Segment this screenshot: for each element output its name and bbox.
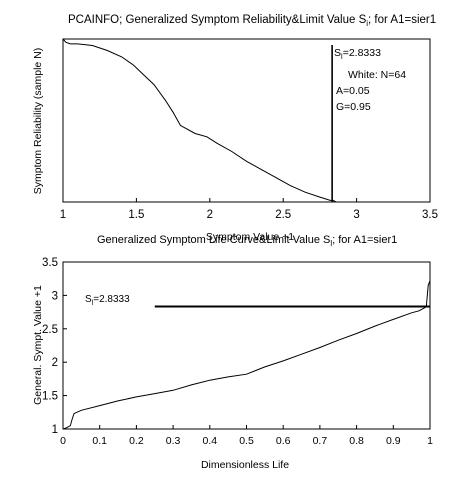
chart-bottom-y-tick-label: 2: [52, 357, 58, 369]
chart-top-x-tick-label: 1.5: [128, 209, 144, 221]
chart-top-annotation-white: White: N=64: [348, 69, 406, 81]
chart-bottom-annotation-sl-tail: =2.8333: [93, 294, 130, 305]
chart-bottom-y-tick-label: 1: [52, 424, 58, 436]
chart-bottom-x-tick-label: 0.9: [386, 435, 401, 447]
chart-top-x-tick-label: 3: [353, 209, 359, 221]
chart-top-x-ticks: 1 1.5 2 2.5 3 3.5: [60, 198, 438, 221]
chart-top-x-tick-label: 2: [207, 209, 213, 221]
chart-top-annotation-sl: Sl=2.8333: [334, 47, 381, 61]
chart-bottom-x-ticks: 0 0.1 0.2 0.3 0.4 0.5 0.6 0.7 0.8 0.9 1: [60, 425, 433, 447]
chart-top-annotation-a: A=0.05: [336, 85, 370, 97]
chart-top-title-main: PCAINFO; Generalized Symptom Reliability…: [68, 14, 367, 26]
chart-bottom-x-tick-label: 0.5: [239, 435, 254, 447]
chart-bottom-x-tick-label: 0.2: [129, 435, 144, 447]
chart-bottom-x-tick-label: 0.4: [202, 435, 217, 447]
chart-bottom-y-ticks: 1 1.5 2 2.5 3 3.5: [42, 257, 67, 436]
chart-bottom-annotation-sl: Sl=2.8333: [85, 294, 130, 307]
chart-top-annotation-sl-tail: =2.8333: [343, 47, 381, 59]
chart-bottom-x-tick-label: 0: [60, 435, 66, 447]
chart-bottom-y-tick-label: 3: [52, 290, 58, 302]
chart-bottom-y-tick-label: 3.5: [42, 257, 58, 269]
chart-bottom-axes: [62, 261, 431, 430]
chart-bottom-x-tick-label: 0.6: [276, 435, 291, 447]
chart-bottom-title: Generalized Symptom Life Curve&Limit Val…: [97, 234, 397, 248]
chart-bottom-annotation-sl-main: S: [85, 294, 92, 305]
chart-bottom-x-tick-label: 0.1: [92, 435, 107, 447]
chart-top-title: PCAINFO; Generalized Symptom Reliability…: [68, 14, 436, 28]
chart-bottom-xlabel: Dimensionless Life: [201, 459, 289, 471]
chart-top-xlabel: Symptom Value +1: [206, 231, 294, 243]
chart-bottom-y-tick-label: 1.5: [42, 391, 58, 403]
chart-top-ylabel: Symptom Reliability (sample N): [32, 48, 44, 194]
chart-bottom-ylabel: General. Sympt. Value +1: [32, 285, 44, 405]
chart-bottom: Generalized Symptom Life Curve&Limit Val…: [32, 234, 433, 471]
chart-top-x-tick-label: 3.5: [422, 209, 438, 221]
chart-top-annotation-sl-sub: l: [341, 52, 343, 61]
chart-top: PCAINFO; Generalized Symptom Reliability…: [32, 14, 438, 243]
chart-bottom-title-tail: ; for A1=sier1: [332, 234, 397, 246]
chart-top-title-sub: i: [366, 19, 368, 28]
chart-top-x-tick-label: 2.5: [275, 209, 291, 221]
chart-bottom-x-tick-label: 1: [427, 435, 433, 447]
chart-bottom-x-tick-label: 0.8: [349, 435, 364, 447]
chart-bottom-title-main: Generalized Symptom Life Curve&Limit Val…: [97, 234, 330, 246]
chart-bottom-series-line: [62, 280, 431, 430]
chart-top-annotation-g: G=0.95: [336, 101, 371, 113]
chart-bottom-x-tick-label: 0.3: [166, 435, 181, 447]
chart-top-title-tail: ; for A1=sier1: [368, 14, 436, 26]
chart-bottom-x-tick-label: 0.7: [313, 435, 328, 447]
chart-top-x-tick-label: 1: [60, 209, 66, 221]
chart-top-axes: [62, 38, 431, 203]
chart-top-series-line: [62, 38, 386, 203]
chart-bottom-title-sub: l: [330, 239, 332, 248]
chart-bottom-annotation-sl-sub: l: [92, 300, 94, 307]
chart-bottom-y-tick-label: 2.5: [42, 324, 58, 336]
chart-top-annotation-sl-main: S: [334, 47, 341, 59]
